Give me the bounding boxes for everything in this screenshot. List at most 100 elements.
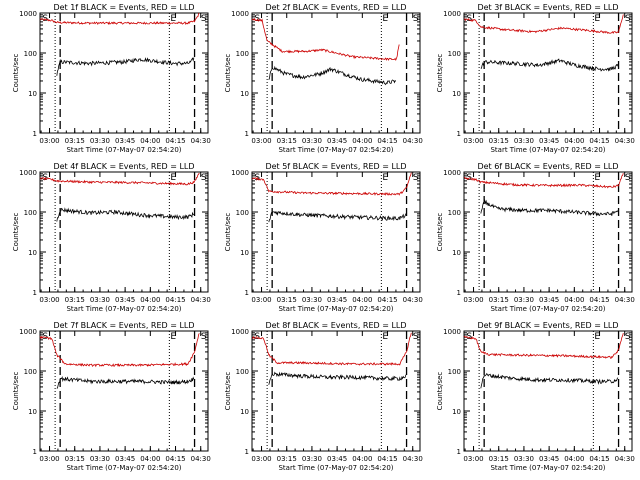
x-tick-label: 03:30	[90, 455, 110, 463]
x-tick-label: 03:30	[302, 296, 322, 304]
x-tick-label: 03:15	[65, 296, 85, 304]
plot-frame	[251, 12, 421, 134]
y-tick-label: 10	[452, 408, 461, 416]
y-tick-label: 100	[448, 209, 461, 217]
x-tick-label: 04:15	[377, 455, 397, 463]
series-events-line	[56, 207, 195, 222]
x-tick-label: 03:15	[277, 137, 297, 145]
x-tick-label: 03:15	[277, 296, 297, 304]
y-tick-label: 1000	[19, 10, 37, 18]
x-tick-label: 04:00	[140, 296, 160, 304]
x-tick-label: 04:30	[403, 137, 423, 145]
plot-frame	[251, 171, 421, 293]
plot-frame	[463, 12, 633, 134]
x-tick-label: 04:30	[403, 455, 423, 463]
x-tick-label: 03:45	[539, 296, 559, 304]
x-tick-label: 03:00	[39, 296, 59, 304]
marker-label: S	[625, 332, 631, 342]
x-tick-label: 03:45	[327, 137, 347, 145]
marker-label: E	[594, 332, 600, 342]
y-tick-label: 1	[245, 130, 249, 138]
panel-det-1: Det 1f BLACK = Events, RED = LLD 1 10 100 10…	[12, 3, 211, 154]
x-tick-label: 04:00	[352, 137, 372, 145]
x-tick-label: 04:30	[615, 296, 635, 304]
marker-label: S	[254, 332, 260, 342]
y-tick-label: 10	[28, 408, 37, 416]
y-tick-label: 100	[24, 209, 37, 217]
x-tick-label: 04:00	[352, 296, 372, 304]
x-tick-label: 03:30	[302, 455, 322, 463]
y-tick-label: 1	[245, 289, 249, 297]
marker-label: S	[413, 332, 419, 342]
y-tick-label: 1	[457, 130, 461, 138]
x-tick-label: 03:15	[277, 455, 297, 463]
panel-title: Det 4f BLACK = Events, RED = LLD	[53, 162, 194, 171]
series-lld-line	[39, 12, 200, 26]
marker-label: S	[201, 173, 207, 183]
series-lld-line	[251, 172, 412, 196]
marker-label: E	[594, 14, 600, 24]
y-axis-label: Counts/sec	[436, 372, 444, 411]
x-tick-label: 03:30	[90, 137, 110, 145]
x-tick-label: 04:15	[589, 296, 609, 304]
series-events-line	[56, 376, 195, 389]
x-tick-label: 03:45	[115, 137, 135, 145]
x-axis-label: Start Time (07-May-07 02:54:20)	[66, 305, 181, 313]
y-tick-label: 10	[28, 90, 37, 98]
x-tick-label: 04:15	[165, 455, 185, 463]
panel-title: Det 8f BLACK = Events, RED = LLD	[265, 321, 406, 330]
marker-label: S	[625, 173, 631, 183]
panel-title: Det 9f BLACK = Events, RED = LLD	[477, 321, 618, 330]
series-lld-line	[251, 17, 400, 61]
x-tick-label: 04:30	[191, 296, 211, 304]
series-lld-line	[39, 333, 200, 368]
x-tick-label: 04:00	[140, 455, 160, 463]
y-tick-label: 1	[33, 289, 37, 297]
panel-title: Det 6f BLACK = Events, RED = LLD	[477, 162, 618, 171]
marker-label: E	[170, 332, 176, 342]
panel-det-7: Det 7f BLACK = Events, RED = LLD 1 10 100 10…	[12, 321, 211, 472]
panel-title: Det 2f BLACK = Events, RED = LLD	[265, 3, 406, 12]
x-tick-label: 03:00	[463, 455, 483, 463]
x-tick-label: 03:15	[489, 296, 509, 304]
panel-title: Det 5f BLACK = Events, RED = LLD	[265, 162, 406, 171]
series-lld-line	[464, 172, 624, 189]
marker-label: S	[466, 14, 472, 24]
x-tick-label: 03:30	[90, 296, 110, 304]
panel-title: Det 1f BLACK = Events, RED = LLD	[53, 3, 194, 12]
marker-label: E	[382, 173, 388, 183]
marker-label: S	[625, 14, 631, 24]
y-tick-label: 100	[448, 50, 461, 58]
y-tick-label: 1000	[443, 328, 461, 336]
plot-frame	[39, 12, 209, 134]
marker-label: E	[170, 173, 176, 183]
y-tick-label: 10	[240, 408, 249, 416]
panel-det-4: Det 4f BLACK = Events, RED = LLD 1 10 100 10…	[12, 162, 211, 313]
series-lld-line	[39, 172, 200, 186]
x-tick-label: 04:00	[564, 296, 584, 304]
y-axis-label: Counts/sec	[224, 54, 232, 93]
y-tick-label: 100	[236, 368, 249, 376]
series-events-line	[268, 371, 407, 385]
series-events-line	[480, 372, 619, 389]
x-axis-label: Start Time (07-May-07 02:54:20)	[490, 146, 605, 154]
x-tick-label: 03:00	[251, 137, 271, 145]
y-axis-label: Counts/sec	[224, 372, 232, 411]
y-tick-label: 100	[236, 50, 249, 58]
panel-det-8: Det 8f BLACK = Events, RED = LLD 1 10 100 10…	[224, 321, 423, 472]
x-tick-label: 04:30	[191, 455, 211, 463]
y-tick-label: 10	[240, 90, 249, 98]
x-tick-label: 03:00	[463, 137, 483, 145]
series-lld-line	[463, 332, 624, 359]
x-tick-label: 03:30	[302, 137, 322, 145]
y-axis-label: Counts/sec	[12, 213, 20, 252]
x-tick-label: 03:45	[115, 296, 135, 304]
panel-det-9: Det 9f BLACK = Events, RED = LLD 1 10 100 10…	[436, 321, 635, 472]
panel-det-5: Det 5f BLACK = Events, RED = LLD 1 10 100 10…	[224, 162, 423, 313]
panel-title: Det 7f BLACK = Events, RED = LLD	[53, 321, 194, 330]
x-tick-label: 04:00	[352, 455, 372, 463]
y-tick-label: 1000	[19, 328, 37, 336]
marker-label: E	[594, 173, 600, 183]
x-tick-label: 03:15	[489, 455, 509, 463]
y-axis-label: Counts/sec	[12, 54, 20, 93]
